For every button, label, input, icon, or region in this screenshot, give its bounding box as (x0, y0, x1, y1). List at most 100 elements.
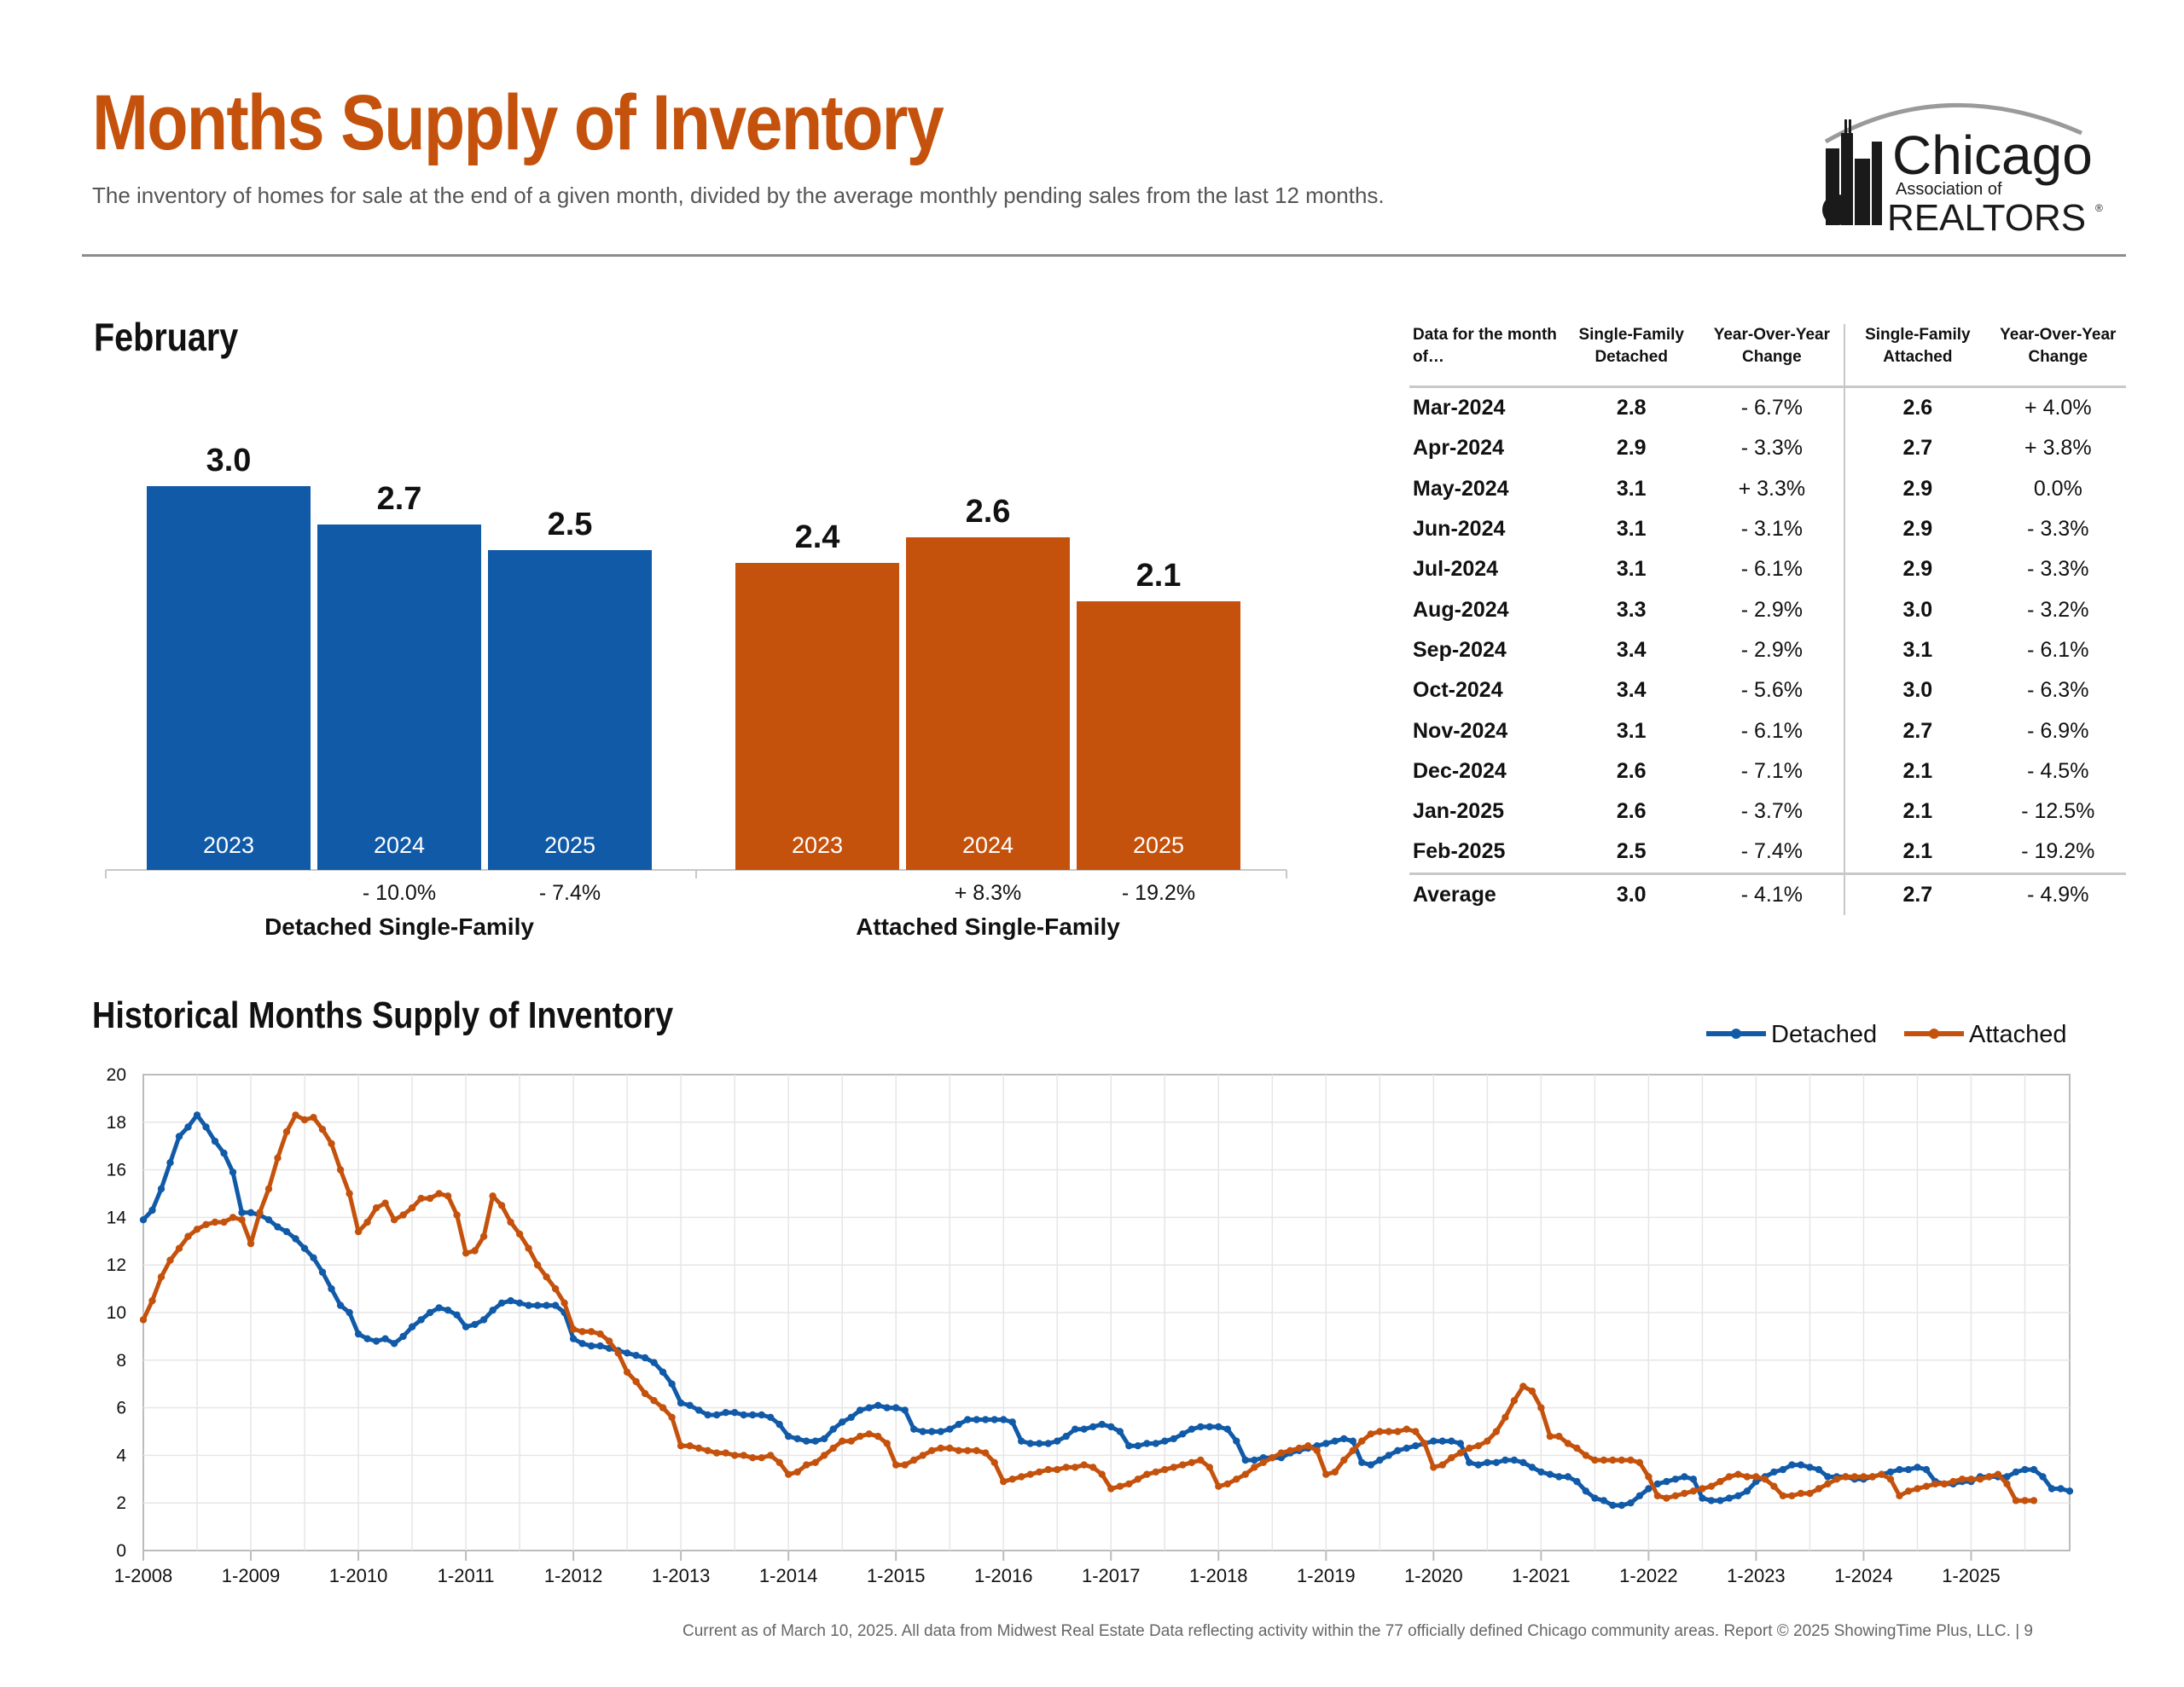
y-tick-label: 16 (107, 1161, 126, 1180)
data-point (919, 1452, 926, 1459)
detached-value-cell: 2.9 (1616, 436, 1647, 461)
data-point (363, 1335, 371, 1342)
data-point (2057, 1485, 2065, 1493)
data-point (587, 1328, 595, 1336)
data-point (1367, 1430, 1375, 1438)
data-point (1008, 1418, 1016, 1426)
data-point (1689, 1475, 1698, 1483)
data-point (731, 1409, 739, 1417)
data-point (1026, 1440, 1034, 1447)
data-point (883, 1440, 891, 1447)
data-point (1376, 1428, 1384, 1435)
data-point (1072, 1425, 1079, 1433)
data-point (1044, 1465, 1052, 1474)
y-tick-label: 10 (107, 1303, 126, 1323)
data-point (1842, 1473, 1850, 1481)
bar (735, 563, 899, 870)
data-point (928, 1428, 936, 1435)
data-point (641, 1354, 649, 1362)
data-point (1277, 1449, 1286, 1457)
data-point (722, 1409, 729, 1417)
data-point (1223, 1480, 1232, 1488)
data-point (632, 1352, 640, 1359)
data-point (821, 1435, 828, 1443)
data-point (1448, 1454, 1455, 1462)
page-title: Months Supply of Inventory (92, 79, 944, 166)
data-point (1573, 1477, 1581, 1486)
data-point (229, 1214, 237, 1221)
data-point (990, 1416, 998, 1423)
table-row: May-2024 3.1 + 3.3% 2.9 0.0% (1409, 468, 2126, 509)
historical-section-title: Historical Months Supply of Inventory (92, 994, 674, 1036)
data-point (1287, 1446, 1294, 1454)
data-point (1170, 1435, 1178, 1443)
bar (1077, 601, 1240, 870)
data-point (1412, 1428, 1420, 1435)
x-tick-label: 1-2019 (1297, 1565, 1356, 1586)
data-point (211, 1137, 219, 1145)
data-point (435, 1304, 443, 1312)
data-point (336, 1301, 345, 1309)
data-point (749, 1454, 757, 1462)
data-point (435, 1190, 443, 1197)
data-point (148, 1206, 156, 1215)
data-point (444, 1307, 452, 1314)
x-tick-label: 1-2016 (974, 1565, 1033, 1586)
attached-value-cell: 3.0 (1902, 678, 1933, 703)
y-tick-label: 18 (107, 1113, 126, 1133)
table-row: Oct-2024 3.4 - 5.6% 3.0 - 6.3% (1409, 670, 2126, 711)
x-tick-label: 1-2020 (1404, 1565, 1463, 1586)
data-point (901, 1461, 909, 1469)
data-point (1125, 1480, 1133, 1488)
data-point (1600, 1497, 1608, 1504)
data-point (2012, 1497, 2020, 1504)
attached-value-cell: 3.1 (1902, 637, 1933, 662)
detached-value-cell: 3.1 (1616, 718, 1647, 743)
detached-value-cell: 3.1 (1616, 557, 1647, 582)
data-point (515, 1230, 524, 1238)
data-point (318, 1126, 327, 1133)
data-point (408, 1323, 416, 1330)
data-point (525, 1301, 532, 1309)
bar (488, 550, 652, 870)
table-header-row: Data for the month of… Single-Family Det… (1409, 324, 2126, 388)
data-point (569, 1325, 578, 1333)
data-point (1367, 1461, 1375, 1469)
data-point (310, 1114, 317, 1122)
table-row: Feb-2025 2.5 - 7.4% 2.1 - 19.2% (1409, 832, 2126, 874)
data-point (1645, 1473, 1653, 1481)
data-point (1107, 1423, 1115, 1431)
february-bar-chart: 3.0 2023 2.7 2024 - 10.0% 2.5 2025 - 7.4%Detach… (105, 443, 1287, 940)
data-point (668, 1413, 676, 1421)
bar-value-label: 3.0 (206, 443, 252, 478)
data-point (694, 1444, 703, 1452)
data-point (785, 1432, 793, 1441)
svg-text:REALTORS: REALTORS (1887, 197, 2086, 239)
data-point (399, 1332, 407, 1341)
data-point (1492, 1458, 1501, 1466)
data-point (1304, 1442, 1312, 1450)
data-point (1681, 1489, 1688, 1498)
data-point (1215, 1423, 1223, 1431)
data-point (247, 1239, 255, 1248)
data-point (1591, 1456, 1599, 1464)
data-point (1089, 1464, 1097, 1471)
bar (147, 486, 311, 870)
data-point (1134, 1442, 1142, 1450)
data-point (1967, 1475, 1975, 1483)
y-tick-label: 4 (116, 1446, 126, 1465)
data-point (453, 1211, 461, 1219)
footer-text: Current as of March 10, 2025. All data f… (682, 1622, 2033, 1640)
data-point (372, 1337, 380, 1345)
bar-value-label: 2.4 (795, 519, 840, 555)
data-point (1716, 1477, 1724, 1486)
data-point (462, 1323, 470, 1330)
bar-change-label: - 10.0% (363, 881, 436, 905)
x-tick-label: 1-2023 (1727, 1565, 1786, 1586)
data-point (1008, 1475, 1016, 1483)
detached-value-cell: 3.0 (1562, 872, 1700, 915)
month-cell: Dec-2024 (1413, 758, 1507, 783)
data-point (300, 1244, 309, 1252)
data-point (803, 1461, 810, 1469)
data-point (758, 1454, 765, 1462)
